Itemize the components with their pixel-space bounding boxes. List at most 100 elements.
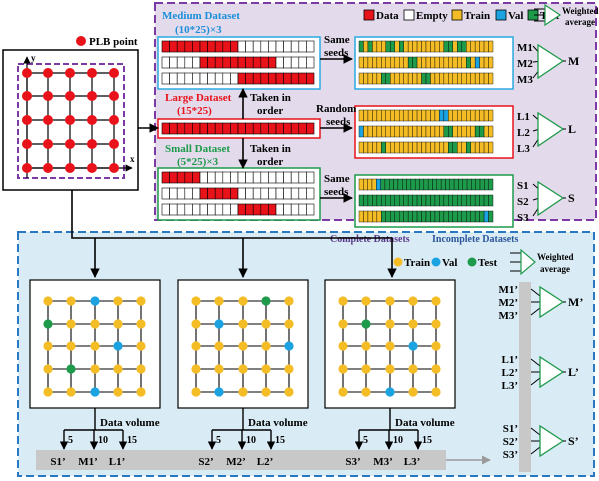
right-weighted-triangle-3 <box>539 424 565 458</box>
right-label-l3p: L3’ <box>502 380 519 392</box>
split-cell-m1 <box>385 40 391 53</box>
plb-point <box>43 68 53 78</box>
medium-row-2-cell <box>161 56 170 69</box>
split-cell-l3 <box>372 141 378 154</box>
split-cell-m3 <box>443 72 449 85</box>
small-row-1-cell <box>176 171 186 184</box>
incomplete-grid-point <box>191 296 201 306</box>
plb-point <box>22 115 32 125</box>
split-cell-m1 <box>412 40 418 53</box>
split-cell-m1 <box>394 40 400 53</box>
right-input-line <box>530 307 541 316</box>
split-cell-l3 <box>448 141 454 154</box>
group-output-label-m: M <box>568 54 579 68</box>
small-row-2-cell <box>237 187 246 200</box>
split-label-s3: S3 <box>517 212 529 224</box>
group-output-label-s: S <box>568 191 575 205</box>
large-row-cell <box>290 122 300 135</box>
small-row-2-cell <box>184 187 193 200</box>
split-cell-s3 <box>434 210 440 223</box>
small-row-2-cell <box>283 187 292 200</box>
large-row-cell <box>192 122 201 135</box>
incomplete-grid-point <box>408 387 418 397</box>
medium-row-2-cell <box>207 56 216 69</box>
split-cell-m3 <box>367 72 373 85</box>
split-cell-s3 <box>474 210 480 223</box>
incomplete-grid-point <box>261 296 271 306</box>
split-cell-l1 <box>479 109 485 122</box>
split-cell-s2 <box>412 194 418 207</box>
plb-point <box>65 68 75 78</box>
plb-y-axis-label: y <box>31 53 36 63</box>
incomplete-grid-point <box>431 296 441 306</box>
small-row-1-cell <box>290 171 300 184</box>
split-to-triangle-l2 <box>532 129 539 132</box>
same-seeds-2-line1: Same <box>324 173 350 185</box>
split-cell-l2 <box>457 125 462 138</box>
bottom-label-l3p: L3’ <box>404 456 421 468</box>
split-cell-l1 <box>443 109 449 122</box>
split-cell-l1 <box>434 109 440 122</box>
split-cell-m3 <box>363 72 369 85</box>
split-cell-l1 <box>461 109 467 122</box>
legend-empty-label: Empty <box>416 10 448 22</box>
split-cell-s2 <box>363 194 369 207</box>
medium-row-3-cell <box>268 72 277 85</box>
medium-row-3-cell <box>275 72 284 85</box>
medium-row-3-cell <box>260 72 269 85</box>
split-cell-m1 <box>390 40 395 53</box>
split-cell-m3 <box>452 72 458 85</box>
split-cell-s2 <box>385 194 391 207</box>
legend-data-swatch <box>363 9 375 21</box>
split-cell-l2 <box>363 125 369 138</box>
data-volume-label-3: Data volume <box>395 417 455 429</box>
data-volume-tick-5: 5 <box>68 435 73 446</box>
legend-train-label: Train <box>464 10 490 22</box>
split-cell-l2 <box>412 125 418 138</box>
split-cell-m3 <box>390 72 395 85</box>
medium-row-1-cell <box>184 40 193 53</box>
small-row-2-cell <box>192 187 201 200</box>
split-cell-s1 <box>488 178 494 191</box>
split-to-triangle-s2 <box>532 198 539 201</box>
split-cell-l2 <box>390 125 395 138</box>
split-cell-m3 <box>403 72 409 85</box>
split-cell-s1 <box>376 178 381 191</box>
split-cell-m1 <box>443 40 449 53</box>
split-cell-l1 <box>403 109 409 122</box>
large-row-cell <box>252 122 262 135</box>
split-cell-l3 <box>399 141 404 154</box>
medium-row-1-cell <box>260 40 269 53</box>
incomplete-grid-point <box>408 341 418 351</box>
incomplete-grid-point <box>90 364 100 374</box>
split-cell-m3 <box>425 72 431 85</box>
split-cell-s1 <box>393 178 399 191</box>
split-cell-s1 <box>436 178 442 191</box>
split-cell-m2 <box>430 56 436 69</box>
incomplete-weighted-outputs: M1’M2’M3’ M’ L1’L2’L3’ L’ S1’S2’S3’ S’ <box>498 284 583 461</box>
small-row-1-cell <box>161 171 170 184</box>
split-to-triangle-l3 <box>532 139 539 148</box>
split-cell-s3 <box>412 210 418 223</box>
dataset-boxes <box>157 36 321 221</box>
medium-row-1-cell <box>222 40 231 53</box>
same-seeds-2-line2: seeds <box>324 186 349 198</box>
plb-point <box>87 115 97 125</box>
medium-row-3-cell <box>161 72 170 85</box>
right-label-s2p: S2’ <box>503 436 518 448</box>
medium-row-3-cell <box>222 72 231 85</box>
plb-grid-dashed-border <box>17 63 125 179</box>
incomplete-grid-point <box>284 319 294 329</box>
incomplete-grid-point <box>113 364 123 374</box>
split-cell-l3 <box>470 141 476 154</box>
split-cell-s3 <box>358 210 364 223</box>
split-cell-l3 <box>461 141 467 154</box>
medium-row-1-cell <box>214 40 224 53</box>
split-cell-l2 <box>474 125 480 138</box>
small-row-1-cell <box>306 171 315 184</box>
right-input-line <box>530 446 541 455</box>
split-cell-m2 <box>416 56 422 69</box>
split-label-s1: S1 <box>517 180 529 192</box>
bottom-label-s1p: S1’ <box>50 456 65 468</box>
large-row-cell <box>275 122 284 135</box>
